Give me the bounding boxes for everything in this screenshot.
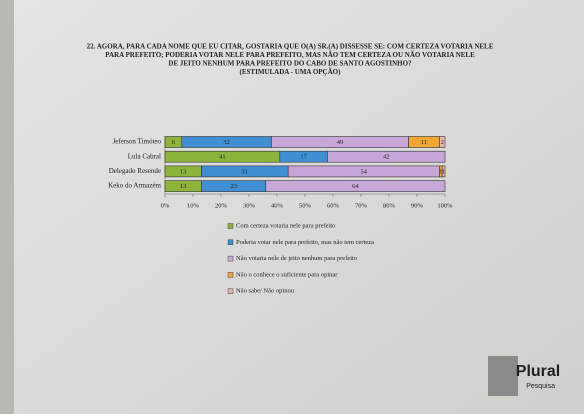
legend-label: Não sabe/ Não opinou: [236, 288, 295, 295]
x-tick-label: 50%: [299, 202, 312, 209]
legend-label: Com certeza votaria nele para prefeito: [236, 222, 335, 229]
x-tick-label: 90%: [411, 202, 424, 209]
x-tick-label: 30%: [243, 202, 256, 209]
x-tick-label: 80%: [383, 202, 396, 209]
bar-segment: [265, 180, 446, 192]
value-label: 64: [352, 183, 359, 190]
paper: [14, 0, 584, 414]
x-tick-label: 40%: [271, 202, 284, 209]
y-tick-label: Delegado Resende: [109, 167, 161, 175]
bar-segment: [441, 165, 446, 178]
value-label: 13: [180, 168, 187, 175]
legend-label: Não o conhece o suficiente para opinar: [236, 271, 338, 278]
value-label: 42: [383, 154, 390, 161]
legend-swatch: [227, 288, 234, 294]
x-tick-label: 60%: [327, 202, 340, 209]
legend-label: Não votaria nele de jeito nenhum para pr…: [236, 255, 357, 262]
y-tick-label: Lula Cabral: [128, 152, 161, 160]
chart-title: PARA PREFEITO; PODERIA VOTAR NELE PARA P…: [105, 51, 475, 59]
y-tick-label: Keko do Armazém: [108, 182, 161, 190]
value-label: 2: [441, 139, 444, 146]
legend-swatch: [227, 223, 234, 229]
bar-segment: [439, 136, 446, 148]
logo-name: Plural: [516, 363, 560, 380]
legend-swatch: [227, 239, 234, 246]
chart-subtitle: (ESTIMULADA - UMA OPÇÃO): [240, 68, 342, 76]
x-tick-label: 10%: [187, 202, 200, 209]
value-label: 6: [172, 139, 176, 146]
y-tick-label: Jeferson Timóteo: [113, 138, 162, 146]
value-label: 13: [180, 183, 187, 190]
legend-swatch: [227, 272, 234, 278]
value-label: 17: [300, 154, 307, 161]
chart-title: DE JEITO NENHUM PARA PREFEITO DO CABO DE…: [168, 60, 412, 68]
legend-label: Poderia votar nele para prefeito, mas nã…: [236, 239, 374, 246]
legend-swatch: [227, 255, 234, 262]
x-tick-label: 20%: [215, 202, 228, 209]
chart-title: 22. AGORA, PARA CADA NOME QUE EU CITAR, …: [87, 43, 494, 51]
x-tick-label: 70%: [355, 202, 368, 209]
value-label: 32: [223, 139, 230, 146]
value-label: 1: [442, 168, 445, 175]
bar-segment: [327, 150, 446, 163]
x-tick-label: 100%: [437, 202, 453, 209]
value-label: 1: [439, 168, 442, 175]
value-label: 11: [421, 139, 427, 146]
x-tick-label: 0%: [161, 202, 170, 209]
value-label: 41: [219, 154, 226, 161]
value-label: 49: [337, 139, 344, 146]
value-label: 54: [361, 168, 368, 175]
logo-tagline: Pesquisa: [526, 383, 555, 390]
logo-box: [488, 356, 518, 396]
value-label: 31: [242, 168, 249, 175]
value-label: 23: [230, 183, 237, 190]
